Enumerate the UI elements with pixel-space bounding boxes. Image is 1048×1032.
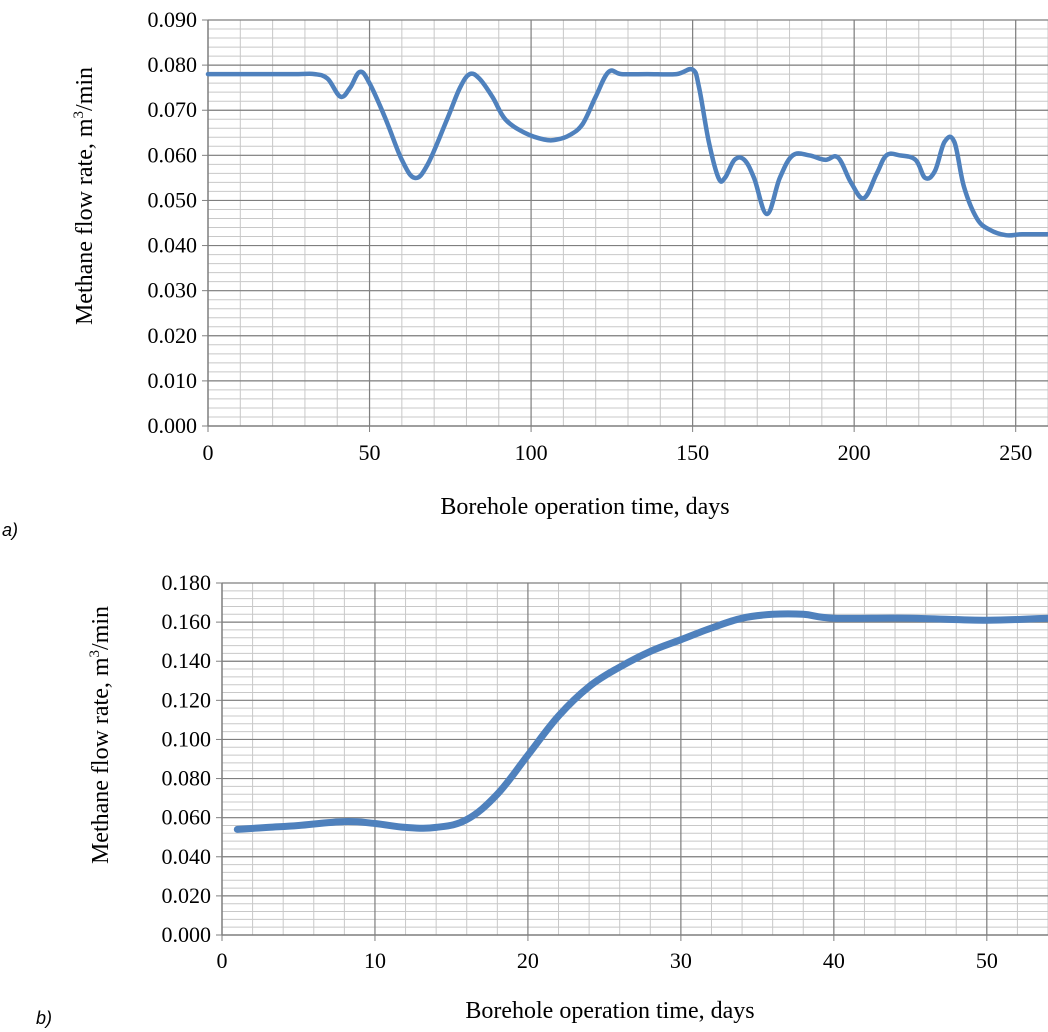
y-axis-label-main: Methane flow rate, m: [88, 657, 114, 864]
x-axis-label: Borehole operation time, days: [465, 998, 754, 1024]
y-axis-label-main: Methane flow rate, m: [72, 118, 98, 325]
y-tick-labels: 0.000 0.010 0.020 0.030 0.040 0.050 0.060 0.070…: [148, 7, 198, 438]
x-tick-label: 150: [676, 440, 709, 465]
chart-panel-a: 0.000 0.010 0.020 0.030 0.040 0.050 0.060 0.070…: [2, 7, 1048, 540]
y-axis-label: Methane flow rate, m3/min: [87, 606, 114, 864]
x-tick-label: 0: [203, 440, 214, 465]
y-tick-label: 0.040: [148, 233, 198, 258]
y-tick-label: 0.120: [162, 687, 212, 712]
y-tick-label: 0.090: [148, 7, 198, 32]
y-tick-label: 0.020: [148, 323, 198, 348]
y-tick-label: 0.000: [148, 413, 198, 438]
panel-label: a): [2, 520, 18, 540]
x-tick-label: 100: [515, 440, 548, 465]
series-line: [233, 610, 1048, 833]
y-axis-label-tail: /min: [88, 606, 114, 650]
y-tick-label: 0.060: [148, 142, 198, 167]
axes: [202, 19, 1048, 432]
y-tick-label: 0.080: [162, 766, 212, 791]
x-tick-label: 10: [364, 948, 386, 973]
x-axis-label: Borehole operation time, days: [440, 494, 729, 520]
minor-grid: [207, 19, 1048, 427]
y-axis-label-sup: 3: [87, 650, 103, 658]
chart-panel-b: 0.000 0.020 0.040 0.060 0.080 0.100 0.120 0.140…: [36, 570, 1048, 1028]
x-tick-label: 200: [838, 440, 871, 465]
y-tick-label: 0.030: [148, 278, 198, 303]
x-tick-label: 40: [823, 948, 845, 973]
major-grid: [222, 582, 1048, 935]
minor-grid: [221, 582, 1048, 936]
y-axis-label-tail: /min: [72, 67, 98, 111]
x-tick-label: 250: [999, 440, 1032, 465]
x-tick-label: 0: [217, 948, 228, 973]
y-tick-label: 0.040: [162, 844, 212, 869]
y-tick-label: 0.010: [148, 368, 198, 393]
series-group: [233, 610, 1048, 833]
y-tick-label: 0.000: [162, 922, 212, 947]
series-line: [205, 66, 1048, 238]
y-tick-label: 0.080: [148, 52, 198, 77]
y-tick-label: 0.140: [162, 648, 212, 673]
y-tick-label: 0.180: [162, 570, 212, 595]
y-tick-label: 0.050: [148, 187, 198, 212]
x-tick-labels: 0 10 20 30 40 50: [217, 948, 998, 973]
y-axis-label-sup: 3: [71, 111, 87, 119]
y-tick-label: 0.160: [162, 609, 212, 634]
series-group: [205, 66, 1048, 238]
y-axis-label: Methane flow rate, m3/min: [71, 67, 98, 325]
y-tick-label: 0.100: [162, 726, 212, 751]
x-tick-label: 30: [670, 948, 692, 973]
y-tick-labels: 0.000 0.020 0.040 0.060 0.080 0.100 0.120 0.140…: [162, 570, 212, 947]
x-tick-label: 50: [976, 948, 998, 973]
x-tick-label: 50: [359, 440, 381, 465]
panel-label: b): [36, 1008, 52, 1028]
x-tick-label: 20: [517, 948, 539, 973]
y-tick-label: 0.020: [162, 883, 212, 908]
axes: [216, 582, 1048, 941]
x-tick-labels: 0 50 100 150 200 250: [203, 440, 1033, 465]
y-tick-label: 0.060: [162, 805, 212, 830]
y-tick-label: 0.070: [148, 97, 198, 122]
